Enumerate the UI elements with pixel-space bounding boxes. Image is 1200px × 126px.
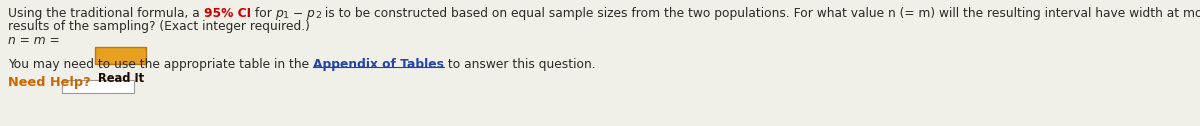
Text: results of the sampling? (Exact integer required.): results of the sampling? (Exact integer … [8, 20, 310, 33]
FancyBboxPatch shape [61, 80, 133, 93]
Text: Appendix of Tables: Appendix of Tables [313, 58, 444, 71]
Text: to answer this question.: to answer this question. [444, 58, 595, 71]
Text: Using the traditional formula, a: Using the traditional formula, a [8, 7, 204, 20]
Text: p: p [276, 7, 283, 20]
Text: Need Help?: Need Help? [8, 76, 91, 89]
Text: 95% CI: 95% CI [204, 7, 251, 20]
Text: 2: 2 [314, 11, 322, 20]
Text: n = m =: n = m = [8, 34, 60, 47]
Text: 1: 1 [283, 11, 289, 20]
Text: for: for [251, 7, 276, 20]
Text: is to be constructed based on equal sample sizes from the two populations. For w: is to be constructed based on equal samp… [322, 7, 1200, 20]
Text: You may need to use the appropriate table in the: You may need to use the appropriate tabl… [8, 58, 313, 71]
Text: Read It: Read It [97, 72, 144, 86]
Text: − p: − p [289, 7, 314, 20]
FancyBboxPatch shape [95, 46, 146, 64]
